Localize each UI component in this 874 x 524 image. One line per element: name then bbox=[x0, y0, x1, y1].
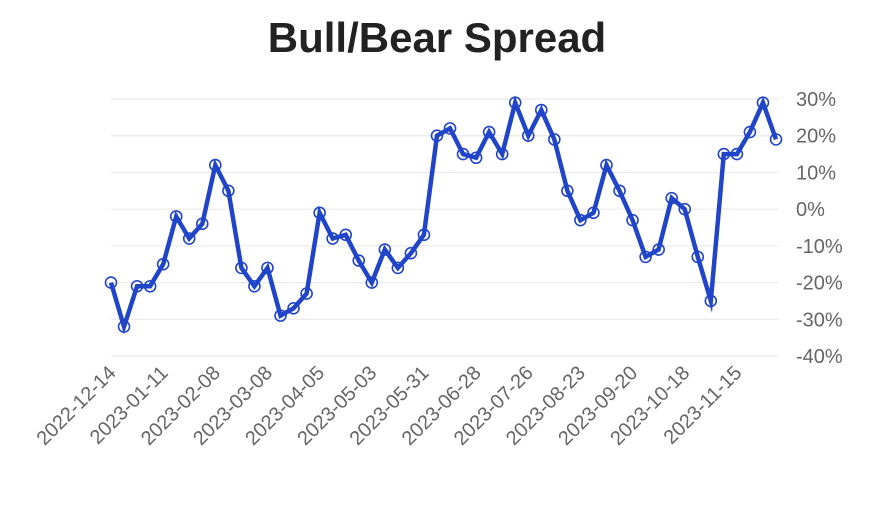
data-point bbox=[391, 261, 405, 275]
data-point bbox=[534, 103, 548, 117]
data-point bbox=[326, 232, 339, 245]
chart-title: Bull/Bear Spread bbox=[267, 14, 607, 61]
data-point bbox=[117, 320, 131, 333]
data-point bbox=[235, 261, 248, 275]
data-point bbox=[469, 151, 483, 165]
data-point bbox=[248, 279, 261, 293]
data-point bbox=[313, 206, 326, 220]
y-tick-label: 0% bbox=[796, 199, 825, 221]
data-point bbox=[352, 254, 366, 267]
data-point bbox=[626, 213, 639, 227]
data-point bbox=[639, 250, 652, 264]
data-point bbox=[430, 129, 444, 143]
data-point bbox=[548, 133, 561, 146]
data-point bbox=[652, 243, 665, 256]
data-point bbox=[691, 250, 705, 264]
data-point bbox=[587, 206, 600, 220]
data-point bbox=[730, 147, 744, 161]
data-point bbox=[704, 294, 718, 308]
data-point bbox=[678, 202, 692, 216]
data-point bbox=[495, 147, 509, 161]
data-point bbox=[365, 276, 379, 289]
data-point bbox=[574, 213, 587, 227]
data-point bbox=[443, 122, 457, 135]
data-point bbox=[209, 158, 222, 172]
data-point bbox=[378, 243, 392, 256]
data-point bbox=[182, 232, 196, 245]
data-point bbox=[261, 261, 274, 275]
y-tick-label: -40% bbox=[796, 346, 843, 368]
data-point bbox=[156, 257, 170, 271]
data-point bbox=[600, 158, 613, 172]
data-point bbox=[130, 279, 144, 293]
data-point bbox=[508, 96, 522, 109]
data-point bbox=[287, 301, 300, 315]
data-point bbox=[195, 217, 209, 231]
y-tick-label: -30% bbox=[796, 309, 843, 331]
data-point bbox=[222, 184, 235, 198]
data-point bbox=[665, 191, 678, 205]
y-tick-label: -20% bbox=[796, 273, 843, 295]
data-point bbox=[456, 147, 470, 161]
data-point bbox=[169, 210, 183, 223]
data-point bbox=[104, 276, 118, 289]
data-point bbox=[561, 184, 574, 198]
data-point bbox=[613, 184, 626, 198]
data-point bbox=[274, 309, 287, 322]
y-tick-label: -10% bbox=[796, 236, 843, 258]
y-tick-label: 10% bbox=[796, 162, 836, 184]
series-line bbox=[108, 95, 779, 335]
y-tick-label: 30% bbox=[796, 89, 836, 111]
data-point bbox=[143, 279, 157, 293]
data-point bbox=[482, 125, 496, 139]
y-axis-labels: 30% 20% 10% 0% -10% -20% -30% -40% bbox=[796, 89, 843, 368]
series-layer bbox=[104, 95, 783, 335]
data-point bbox=[756, 96, 770, 109]
data-point bbox=[769, 133, 783, 146]
gridlines bbox=[111, 98, 778, 357]
data-point bbox=[521, 129, 535, 143]
data-point bbox=[417, 228, 431, 242]
data-point bbox=[339, 228, 353, 242]
data-point bbox=[404, 246, 418, 260]
data-point bbox=[717, 147, 731, 161]
y-tick-label: 20% bbox=[796, 126, 836, 148]
data-point bbox=[300, 287, 313, 300]
data-point bbox=[743, 125, 757, 139]
x-axis-labels: 2022-12-142023-01-112023-02-082023-03-08… bbox=[33, 362, 747, 450]
